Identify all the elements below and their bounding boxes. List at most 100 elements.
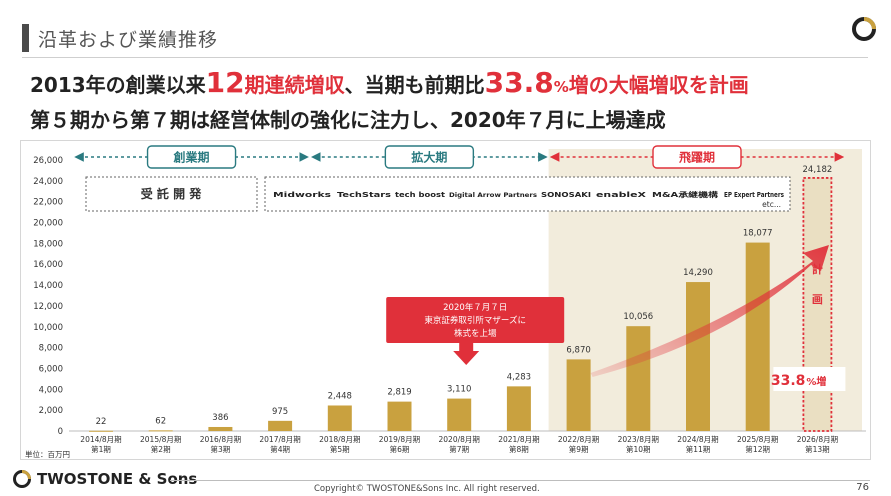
bar xyxy=(447,398,472,431)
bar-value-label: 62 xyxy=(155,416,166,426)
headline-listing: 第５期から第７期は経営体制の強化に注力し、2020年７月に上場達成 xyxy=(30,108,666,132)
ipo-callout-box xyxy=(386,297,565,343)
y-tick-label: 18,000 xyxy=(33,239,63,249)
bar xyxy=(89,430,113,432)
page-title: 沿革および業績推移 xyxy=(38,29,219,51)
y-tick-label: 10,000 xyxy=(33,323,63,333)
y-tick-label: 4,000 xyxy=(39,385,63,395)
y-tick-label: 8,000 xyxy=(39,344,63,354)
bar-value-label: 18,077 xyxy=(743,229,773,239)
service-logo-6: enableX xyxy=(596,191,647,199)
x-tick-sublabel: 第10期 xyxy=(626,444,651,454)
bar xyxy=(148,430,173,432)
x-tick-sublabel: 第13期 xyxy=(805,444,830,454)
headline1-part1: 2013年の創業以来 xyxy=(30,73,206,97)
x-tick-sublabel: 第9期 xyxy=(569,444,589,454)
phase-label-box xyxy=(652,145,742,169)
plan-growth-number: 33.8 xyxy=(771,373,806,389)
unit-label: 単位：百万円 xyxy=(25,449,70,459)
x-tick-label: 2014/8月期 xyxy=(80,435,121,444)
service-logo-2: TechStars xyxy=(337,191,391,199)
bar-value-label: 14,290 xyxy=(683,268,713,278)
y-tick-label: 20,000 xyxy=(33,219,63,229)
x-tick-label: 2025/8月期 xyxy=(737,435,778,444)
bar-value-label: 2,819 xyxy=(387,388,411,398)
x-tick-label: 2019/8月期 xyxy=(379,435,420,444)
phase-label-2: 拡大期 xyxy=(411,150,447,165)
service-logo-5: SONOSAKI xyxy=(541,191,591,199)
company-mark-icon xyxy=(851,16,877,46)
headline1-part4: 増の大幅増収を計画 xyxy=(568,73,749,97)
services-box xyxy=(264,176,791,212)
x-tick-sublabel: 第12期 xyxy=(745,444,770,454)
bar xyxy=(327,405,352,431)
bar-value-label: 975 xyxy=(272,407,288,417)
footer-divider xyxy=(170,480,870,481)
x-tick-label: 2026/8月期 xyxy=(797,435,838,444)
y-tick-label: 12,000 xyxy=(33,302,63,312)
headline1-consecutive-label: 期連続増収 xyxy=(244,73,345,97)
x-tick-label: 2018/8月期 xyxy=(319,435,360,444)
contract-dev-box xyxy=(85,176,258,212)
y-tick-label: 6,000 xyxy=(39,364,63,374)
ipo-callout-arrow xyxy=(453,343,480,365)
bar xyxy=(686,282,710,431)
plan-label-char1: 計 xyxy=(812,262,823,276)
x-tick-label: 2023/8月期 xyxy=(618,435,659,444)
phase-label-box xyxy=(146,145,237,169)
plan-growth-unit: %増 xyxy=(806,375,826,388)
bar xyxy=(566,359,591,431)
contract-dev-label: 受 託 開 発 xyxy=(141,186,203,201)
y-tick-label: 24,000 xyxy=(33,177,63,187)
copyright-text: Copyright© TWOSTONE&Sons Inc. All right … xyxy=(314,484,540,494)
bar-value-label: 10,056 xyxy=(623,312,653,322)
service-logo-4: Digital Arrow Partners xyxy=(449,191,537,199)
y-tick-label: 22,000 xyxy=(33,198,63,208)
page-number: 76 xyxy=(856,482,869,493)
service-logo-1: Midworks xyxy=(273,191,331,199)
x-tick-label: 2020/8月期 xyxy=(439,435,480,444)
service-logo-7: M&A承継機構 xyxy=(652,190,718,199)
phase-label-1: 創業期 xyxy=(173,150,210,165)
headline1-growth-pct: 33.8 xyxy=(484,66,554,99)
title-divider xyxy=(22,57,868,58)
bar-value-label: 24,182 xyxy=(803,165,833,175)
footer-logo-icon xyxy=(13,470,31,488)
headline1-consecutive-count: 12 xyxy=(205,66,245,99)
bar-value-label: 6,870 xyxy=(566,345,590,355)
x-tick-label: 2022/8月期 xyxy=(558,435,599,444)
bar xyxy=(626,326,651,431)
y-tick-label: 26,000 xyxy=(33,156,63,166)
ipo-callout-line1: 2020年７月７日 xyxy=(443,302,507,313)
bar xyxy=(506,386,531,431)
x-tick-sublabel: 第7期 xyxy=(449,444,469,454)
bar-value-label: 2,448 xyxy=(328,391,352,401)
y-tick-label: 0 xyxy=(58,427,63,437)
y-tick-label: 14,000 xyxy=(33,281,63,291)
headline1-pct-unit: % xyxy=(553,78,569,96)
bar xyxy=(745,242,770,431)
x-tick-sublabel: 第8期 xyxy=(509,444,529,454)
bar-value-label: 3,110 xyxy=(447,385,471,395)
headline-growth: 2013年の創業以来12期連続増収、当期も前期比33.8%増の大幅増収を計画 xyxy=(26,66,753,99)
x-tick-label: 2016/8月期 xyxy=(200,435,241,444)
y-tick-label: 16,000 xyxy=(33,260,63,270)
x-tick-label: 2015/8月期 xyxy=(140,435,181,444)
footer-logo-text: TWOSTONE & Sons xyxy=(37,470,198,488)
x-tick-label: 2024/8月期 xyxy=(677,435,718,444)
bar-value-label: 22 xyxy=(96,417,107,427)
headline1-part3: 、当期も前期比 xyxy=(344,73,485,97)
phase-label-3: 飛躍期 xyxy=(678,150,715,165)
service-logo-8: EP Expert Partners xyxy=(724,191,784,199)
x-tick-sublabel: 第6期 xyxy=(390,444,410,454)
services-etc: etc... xyxy=(762,200,781,209)
bar-value-label: 386 xyxy=(212,413,228,423)
ipo-callout-line3: 株式を上場 xyxy=(454,328,497,339)
x-tick-sublabel: 第5期 xyxy=(330,444,350,454)
chart-frame: 0 2,000 4,000 6,000 8,000 10,000 12,000 14,000 1… xyxy=(20,140,871,460)
x-tick-sublabel: 第1期 xyxy=(91,444,111,454)
x-tick-sublabel: 第4期 xyxy=(270,444,290,454)
title-accent-bar xyxy=(22,24,29,52)
growth-label-bg xyxy=(773,367,846,391)
bar xyxy=(268,420,293,431)
